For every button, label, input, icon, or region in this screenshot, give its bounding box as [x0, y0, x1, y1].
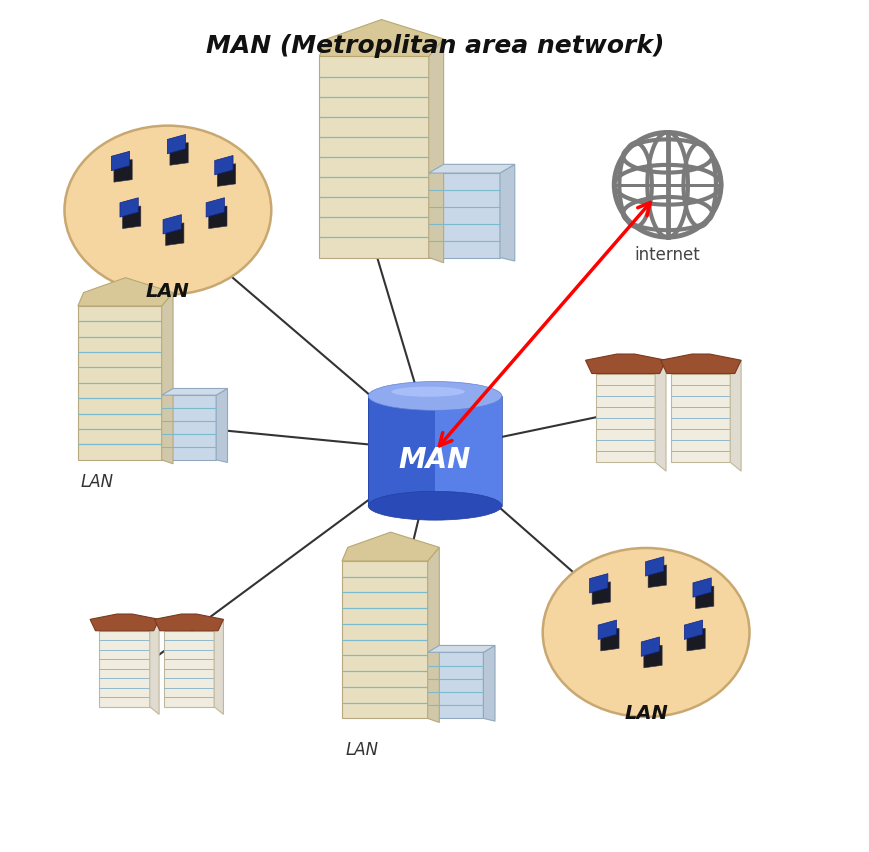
- Polygon shape: [592, 582, 610, 605]
- Polygon shape: [589, 574, 607, 593]
- Polygon shape: [647, 566, 666, 588]
- Ellipse shape: [542, 549, 749, 717]
- Polygon shape: [162, 395, 216, 460]
- Polygon shape: [729, 361, 740, 471]
- Polygon shape: [598, 620, 616, 640]
- Polygon shape: [428, 548, 439, 722]
- Polygon shape: [149, 619, 159, 715]
- Text: MAN (Metroplitan area network): MAN (Metroplitan area network): [206, 34, 663, 58]
- Polygon shape: [428, 174, 500, 258]
- Text: internet: internet: [634, 245, 700, 263]
- Polygon shape: [209, 207, 227, 229]
- Text: LAN: LAN: [146, 282, 189, 301]
- Polygon shape: [428, 646, 494, 653]
- Polygon shape: [99, 631, 149, 707]
- Ellipse shape: [64, 126, 271, 296]
- Polygon shape: [500, 165, 514, 262]
- Polygon shape: [640, 637, 659, 657]
- Polygon shape: [123, 207, 141, 229]
- Text: MAN: MAN: [398, 446, 471, 474]
- Ellipse shape: [368, 492, 501, 521]
- Polygon shape: [368, 396, 434, 506]
- Polygon shape: [217, 164, 235, 187]
- Text: LAN: LAN: [81, 472, 114, 491]
- Polygon shape: [165, 223, 183, 246]
- Polygon shape: [78, 279, 173, 307]
- Text: LAN: LAN: [345, 740, 378, 757]
- Ellipse shape: [368, 382, 501, 411]
- Polygon shape: [78, 307, 162, 460]
- Polygon shape: [206, 199, 224, 218]
- Polygon shape: [654, 361, 666, 471]
- Polygon shape: [660, 354, 740, 374]
- Polygon shape: [169, 143, 188, 166]
- Polygon shape: [342, 561, 428, 718]
- Polygon shape: [162, 389, 228, 395]
- Polygon shape: [585, 354, 666, 374]
- Polygon shape: [319, 20, 443, 57]
- Polygon shape: [342, 532, 439, 561]
- Polygon shape: [120, 199, 138, 218]
- Ellipse shape: [391, 387, 464, 397]
- Polygon shape: [163, 631, 214, 707]
- Polygon shape: [319, 57, 428, 258]
- Polygon shape: [162, 293, 173, 464]
- Polygon shape: [428, 653, 483, 718]
- Polygon shape: [114, 160, 132, 183]
- Polygon shape: [434, 396, 501, 506]
- Polygon shape: [693, 579, 711, 597]
- Polygon shape: [694, 586, 713, 609]
- Polygon shape: [163, 216, 181, 235]
- Polygon shape: [687, 629, 705, 651]
- Polygon shape: [155, 614, 223, 631]
- Polygon shape: [643, 646, 661, 668]
- Polygon shape: [428, 165, 514, 174]
- Polygon shape: [483, 646, 494, 722]
- Polygon shape: [684, 620, 702, 640]
- Polygon shape: [216, 389, 228, 463]
- Polygon shape: [215, 156, 233, 176]
- Polygon shape: [90, 614, 159, 631]
- Polygon shape: [595, 374, 654, 463]
- Text: LAN: LAN: [623, 704, 667, 722]
- Polygon shape: [167, 135, 185, 154]
- Polygon shape: [600, 629, 619, 651]
- Polygon shape: [428, 40, 443, 263]
- Polygon shape: [214, 619, 223, 715]
- Polygon shape: [111, 153, 129, 171]
- Polygon shape: [645, 557, 663, 577]
- Polygon shape: [671, 374, 729, 463]
